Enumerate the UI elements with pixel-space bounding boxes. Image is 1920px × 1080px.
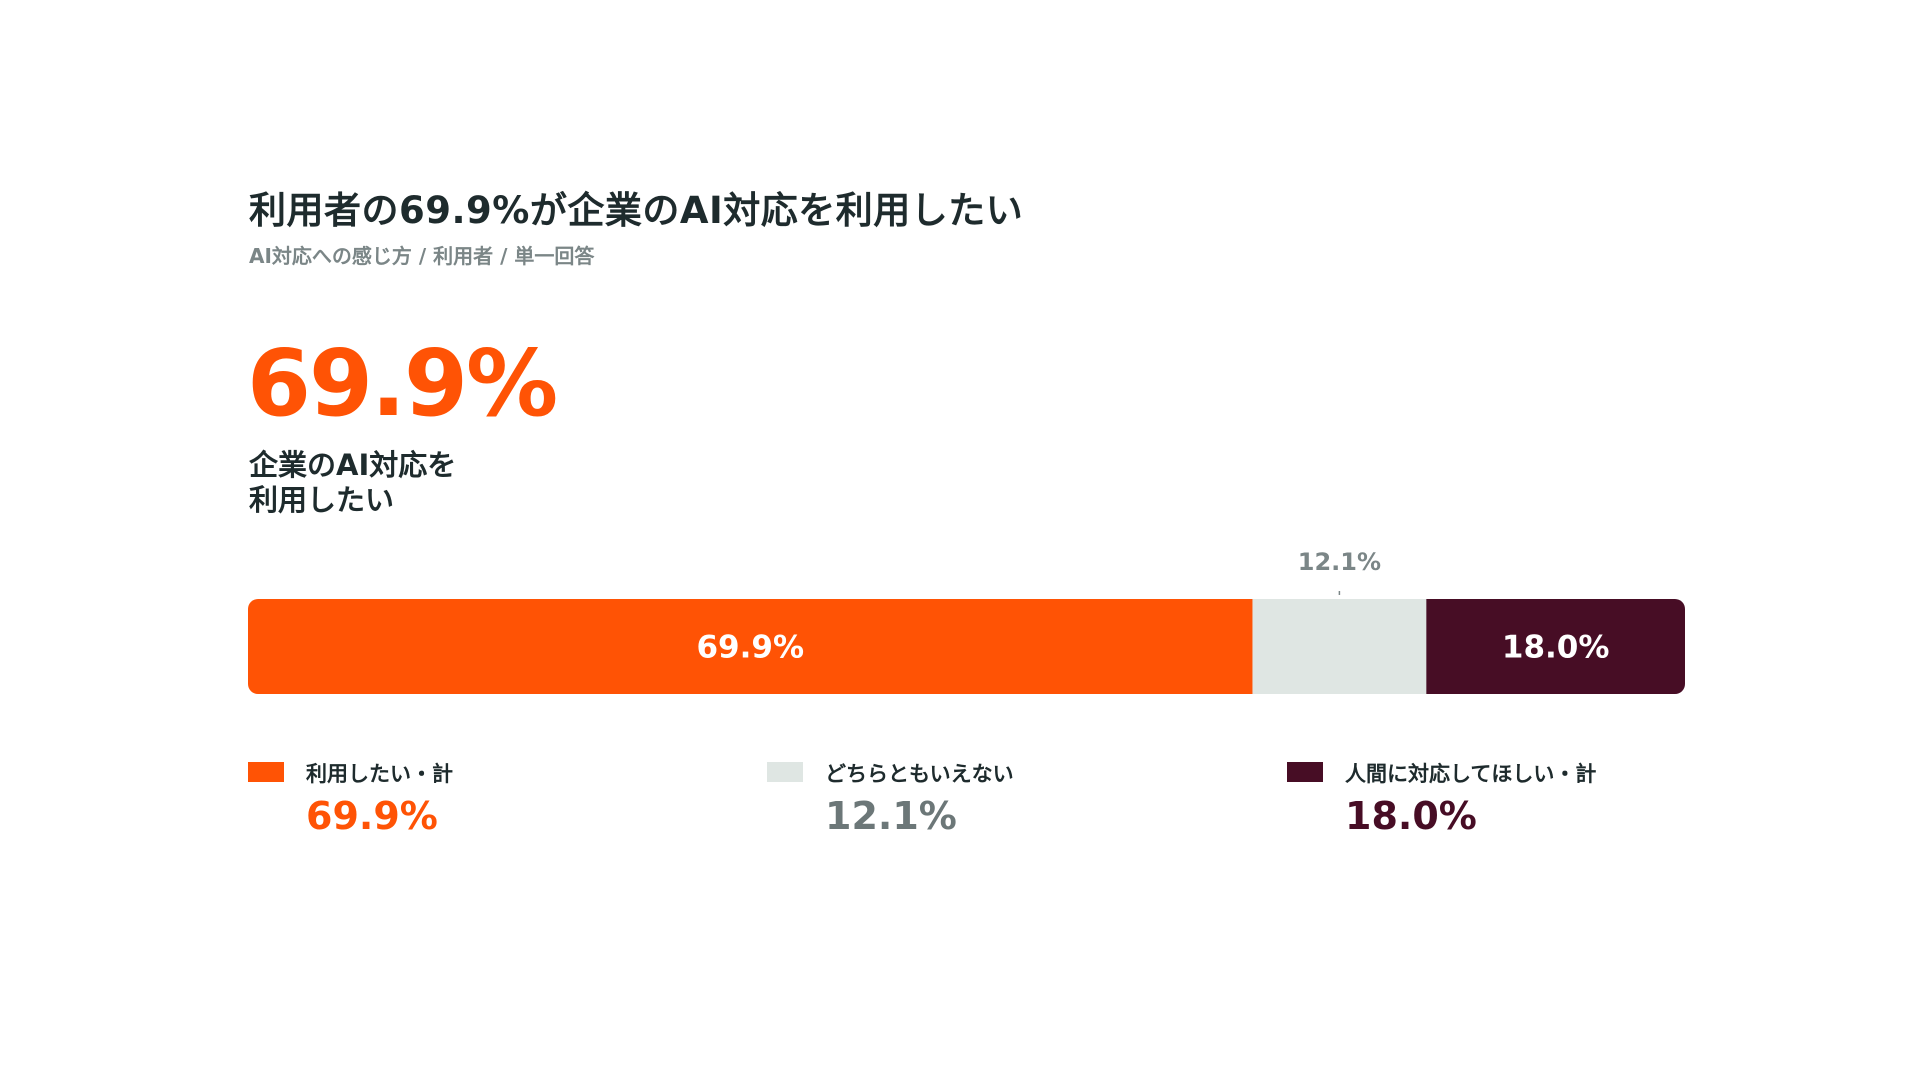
legend-value-use: 69.9% — [306, 794, 438, 838]
legend-swatch-human — [1287, 762, 1323, 782]
chart-subtitle: AI対応への感じ方 / 利用者 / 単一回答 — [249, 244, 595, 268]
highlight-value: 69.9% — [247, 330, 558, 437]
legend-label-use: 利用したい・計 — [306, 762, 453, 786]
bar-label-neutral: 12.1% — [1298, 548, 1381, 576]
bar-labels: 69.9% 12.1% 18.0% — [696, 548, 1609, 666]
bar-label-use: 69.9% — [696, 630, 804, 666]
legend-value-human: 18.0% — [1345, 794, 1477, 838]
bar-segment-use — [248, 599, 1253, 694]
legend-swatch-use — [248, 762, 284, 782]
legend-label-human: 人間に対応してほしい・計 — [1345, 762, 1597, 786]
legend-label-neutral: どちらともいえない — [825, 762, 1014, 786]
bar-label-human: 18.0% — [1502, 630, 1610, 666]
bar-segment-human — [1426, 599, 1685, 694]
highlight-caption-line2: 利用したい — [249, 483, 395, 517]
chart-title: 利用者の69.9%が企業のAI対応を利用したい — [249, 189, 1024, 232]
bar-track — [248, 599, 1685, 694]
bar-segment-neutral — [1252, 599, 1427, 694]
legend-value-neutral: 12.1% — [825, 794, 957, 838]
highlight-caption-line1: 企業のAI対応を — [249, 448, 457, 482]
highlight-caption: 企業のAI対応を 利用したい — [249, 448, 456, 518]
legend-swatch-neutral — [767, 762, 803, 782]
